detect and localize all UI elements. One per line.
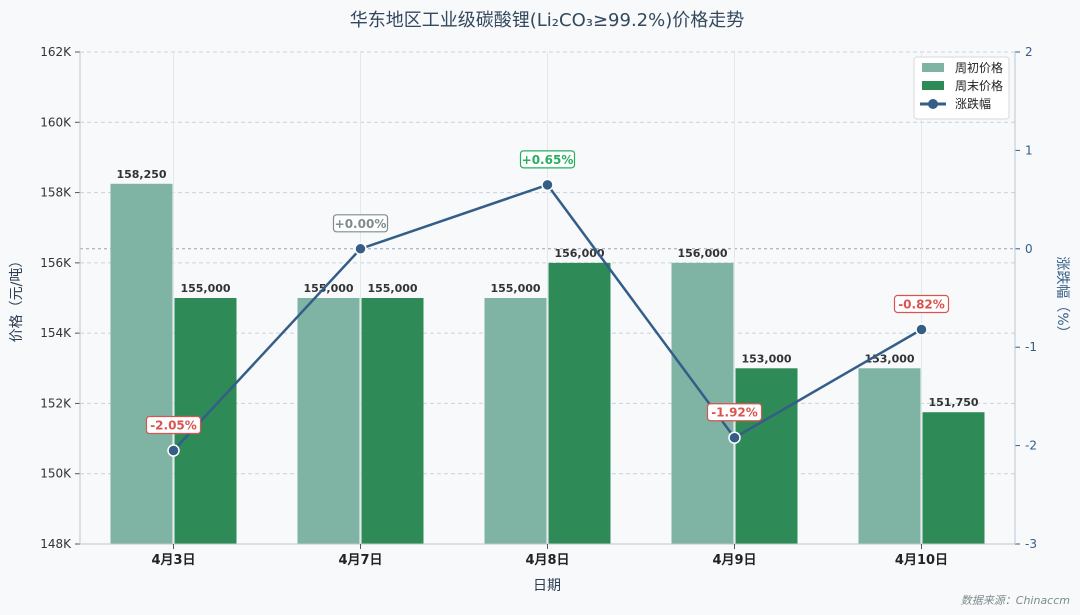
y-axis-label: 价格（元/吨） — [9, 254, 25, 343]
legend-swatch-end — [922, 81, 944, 90]
x-tick-label: 4月7日 — [338, 553, 382, 568]
bar-value-label: 156,000 — [677, 247, 727, 260]
change-point — [728, 431, 741, 444]
change-value-label: -2.05% — [150, 419, 197, 433]
y2-tick-label: 2 — [1025, 45, 1033, 59]
y-tick-label: 154K — [40, 326, 72, 340]
axes-layer: 148K 150K 152K 154K 156K 158K 160K 162K 2 1 0 -1 -2 -… — [40, 45, 1037, 568]
bar-value-label: 153,000 — [741, 352, 791, 365]
change-value-label: +0.00% — [335, 217, 387, 231]
bar-value-label: 156,000 — [554, 247, 604, 260]
change-label-box — [706, 403, 763, 422]
y-tick-label: 162K — [40, 45, 72, 59]
change-point — [354, 242, 367, 256]
legend-label-start: 周初价格 — [955, 60, 1003, 75]
bar-value-label: 155,000 — [367, 282, 417, 295]
change-point — [167, 444, 180, 457]
change-label-box — [893, 294, 950, 314]
legend-marker-change — [928, 99, 938, 109]
x-axis-label: 日期 — [533, 578, 561, 594]
chart-title: 华东地区工业级碳酸锂(Li₂CO₃≥99.2%)价格走势 — [350, 10, 745, 31]
y-tick-label: 152K — [40, 396, 72, 410]
change-point — [541, 178, 554, 192]
y2-tick-label: -1 — [1025, 340, 1037, 354]
legend: 周初价格 周末价格 涨跌幅 — [913, 56, 1010, 120]
bar-value-label: 155,000 — [303, 282, 353, 295]
bar-end-price — [735, 368, 798, 544]
bar-start-price — [858, 368, 921, 544]
y-tick-label: 158K — [40, 186, 72, 200]
bar-value-label: 158,250 — [116, 168, 166, 181]
x-tick-label: 4月3日 — [151, 553, 195, 568]
change-value-label: +0.65% — [522, 153, 574, 167]
y2-tick-label: 0 — [1025, 242, 1033, 256]
bar-value-label: 155,000 — [180, 282, 230, 295]
x-tick-label: 4月10日 — [895, 553, 948, 568]
bar-end-price — [922, 412, 985, 544]
change-value-label: -1.92% — [711, 406, 758, 420]
x-tick-label: 4月9日 — [712, 553, 756, 568]
change-point — [915, 323, 928, 336]
change-label-box — [519, 150, 576, 169]
bar-start-price — [297, 298, 360, 544]
y2-tick-label: -2 — [1025, 439, 1037, 453]
y-tick-label: 150K — [40, 467, 72, 481]
bar-end-price — [548, 262, 611, 544]
y-tick-label: 148K — [40, 537, 72, 551]
change-label-box — [145, 415, 202, 435]
change-value-label: -0.82% — [898, 297, 945, 311]
bar-value-label: 155,000 — [490, 282, 540, 295]
y2-tick-label: 1 — [1025, 143, 1033, 157]
y-tick-label: 160K — [40, 115, 72, 129]
source-note: 数据来源：Chinaccm — [961, 594, 1070, 607]
y-tick-label: 156K — [40, 256, 72, 270]
x-tick-label: 4月8日 — [525, 553, 569, 568]
legend-swatch-start — [922, 63, 944, 72]
y2-tick-label: -3 — [1025, 537, 1037, 551]
bar-value-label: 151,750 — [928, 396, 978, 409]
change-label-box — [332, 214, 389, 233]
bar-start-price — [110, 183, 173, 545]
bar-end-price — [361, 298, 424, 544]
legend-label-change: 涨跌幅 — [955, 96, 991, 111]
bar-start-price — [484, 298, 547, 544]
legend-label-end: 周末价格 — [955, 78, 1003, 93]
change-line-layer: -2.05% +0.00% +0.65% -1.92% -0.82% — [145, 150, 950, 457]
y2-axis-label: 涨跌幅（%） — [1054, 256, 1070, 339]
